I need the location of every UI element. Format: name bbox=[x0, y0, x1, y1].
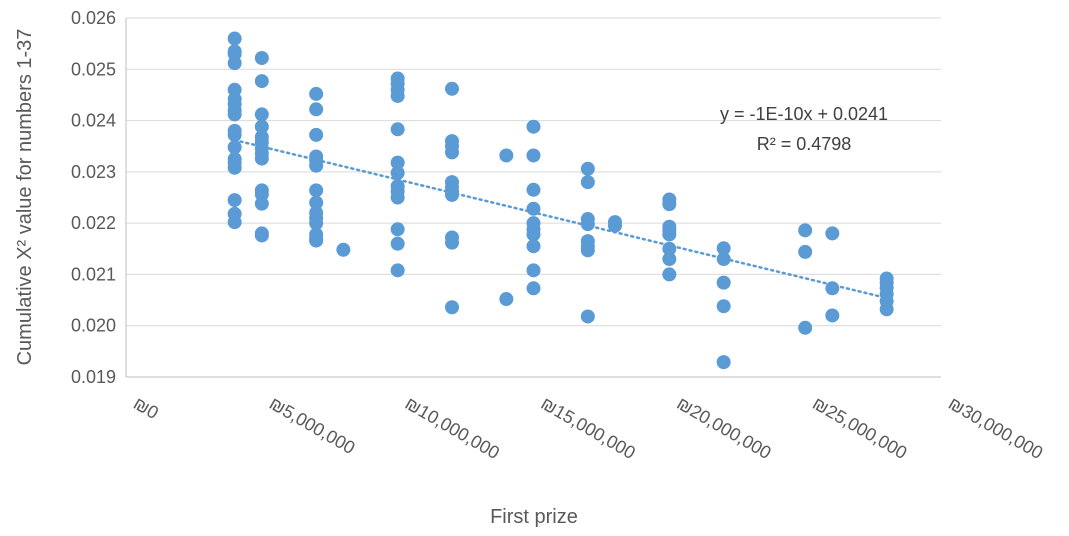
data-point bbox=[716, 252, 731, 267]
data-point bbox=[227, 56, 242, 71]
axes bbox=[125, 18, 941, 378]
data-point bbox=[445, 235, 459, 250]
x-tick-label: ₪0 bbox=[130, 393, 162, 423]
x-tick-label: ₪15,000,000 bbox=[538, 393, 639, 463]
data-point bbox=[580, 243, 595, 258]
trendline bbox=[233, 138, 888, 300]
data-point bbox=[227, 127, 242, 142]
data-point bbox=[309, 183, 324, 198]
data-point bbox=[526, 201, 541, 216]
data-point bbox=[254, 228, 269, 243]
x-tick-label: ₪10,000,000 bbox=[402, 393, 503, 463]
data-points bbox=[227, 31, 894, 370]
data-point bbox=[309, 86, 324, 101]
data-point bbox=[580, 175, 595, 190]
data-point bbox=[580, 309, 595, 324]
data-point bbox=[499, 148, 514, 163]
data-point bbox=[445, 145, 459, 160]
data-point bbox=[227, 107, 242, 122]
data-point bbox=[526, 263, 541, 278]
data-point bbox=[390, 88, 405, 103]
y-tick-label: 0.021 bbox=[71, 264, 116, 284]
data-point bbox=[309, 216, 324, 231]
data-point bbox=[526, 182, 541, 197]
x-tick-label: ₪5,000,000 bbox=[266, 393, 359, 458]
x-tick-label: ₪30,000,000 bbox=[945, 393, 1046, 463]
data-point bbox=[580, 217, 595, 232]
y-tick-label: 0.024 bbox=[71, 111, 116, 131]
y-tick-labels: 0.019 0.020 0.021 0.022 0.023 0.024 0.025 0.026 bbox=[71, 8, 116, 387]
data-point bbox=[662, 197, 677, 212]
trendline-layer bbox=[233, 138, 888, 300]
y-tick-label: 0.019 bbox=[71, 367, 116, 387]
data-point bbox=[580, 161, 595, 176]
data-point bbox=[662, 252, 677, 267]
data-point bbox=[227, 31, 242, 46]
data-point bbox=[254, 151, 269, 166]
data-point bbox=[445, 300, 459, 315]
y-axis-title: Cumulative X² value for numbers 1-37 bbox=[14, 29, 36, 366]
data-point bbox=[309, 127, 324, 142]
data-point bbox=[526, 148, 541, 163]
y-tick-label: 0.023 bbox=[71, 162, 116, 182]
data-point bbox=[526, 239, 541, 254]
gridlines bbox=[126, 17, 941, 327]
data-point bbox=[336, 242, 351, 257]
data-point bbox=[445, 187, 459, 202]
data-point bbox=[390, 122, 405, 137]
y-tick-label: 0.020 bbox=[71, 316, 116, 336]
data-point bbox=[390, 236, 405, 251]
data-point bbox=[825, 226, 840, 241]
data-point bbox=[825, 308, 840, 323]
y-tick-label: 0.025 bbox=[71, 59, 116, 79]
data-point bbox=[390, 155, 405, 170]
data-point bbox=[309, 233, 324, 248]
data-point bbox=[254, 74, 269, 89]
data-point bbox=[390, 190, 405, 205]
y-tick-label: 0.022 bbox=[71, 213, 116, 233]
data-point bbox=[716, 355, 731, 370]
data-point bbox=[390, 263, 405, 278]
data-point bbox=[227, 215, 242, 230]
trendline-equation: y = -1E-10x + 0.0241 bbox=[720, 104, 888, 124]
data-point bbox=[309, 195, 324, 210]
x-tick-label: ₪20,000,000 bbox=[673, 393, 774, 463]
x-tick-labels: ₪0 ₪5,000,000 ₪10,000,000 ₪15,000,000 ₪20,00… bbox=[130, 393, 1046, 463]
data-point bbox=[309, 102, 324, 117]
data-point bbox=[798, 244, 813, 259]
data-point bbox=[879, 302, 894, 317]
data-point bbox=[390, 222, 405, 237]
data-point bbox=[499, 292, 514, 307]
data-point bbox=[662, 267, 677, 282]
data-point bbox=[526, 119, 541, 134]
data-point bbox=[825, 281, 840, 296]
data-point bbox=[254, 107, 269, 122]
x-tick-label: ₪25,000,000 bbox=[809, 393, 910, 463]
data-point bbox=[309, 158, 324, 173]
data-point bbox=[526, 227, 541, 242]
trendline-r-squared: R² = 0.4798 bbox=[757, 134, 852, 154]
data-point bbox=[526, 281, 541, 296]
data-point bbox=[716, 275, 731, 290]
data-point bbox=[445, 81, 459, 96]
data-point bbox=[254, 119, 269, 134]
data-point bbox=[254, 51, 269, 66]
data-point bbox=[254, 196, 269, 211]
data-point bbox=[798, 320, 813, 335]
data-point bbox=[662, 241, 677, 256]
data-point bbox=[227, 160, 242, 175]
data-point bbox=[662, 227, 677, 242]
data-point bbox=[608, 218, 622, 233]
data-point bbox=[716, 299, 731, 314]
data-point bbox=[390, 165, 405, 180]
y-tick-label: 0.026 bbox=[71, 8, 116, 28]
data-point bbox=[227, 193, 242, 208]
data-point bbox=[227, 140, 242, 155]
data-point bbox=[716, 241, 731, 256]
data-point bbox=[798, 223, 813, 238]
x-axis-title: First prize bbox=[490, 506, 578, 528]
